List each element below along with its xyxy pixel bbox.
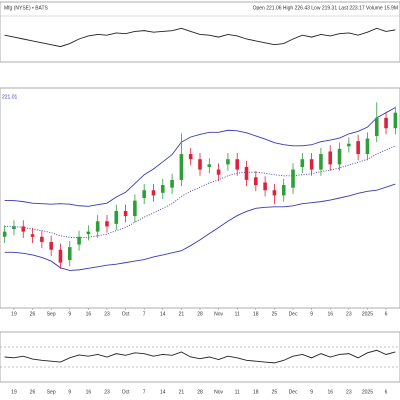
candle-body: [40, 236, 44, 242]
x-tick-label: Sep: [47, 389, 56, 395]
x-tick-label: Oct: [122, 389, 130, 395]
candle-body: [188, 154, 193, 160]
x-tick-label: 7: [143, 389, 146, 395]
x-tick-label: 2025: [362, 311, 373, 317]
candle-body: [263, 182, 267, 191]
candle-body: [300, 159, 305, 167]
x-tick-label: 16: [327, 389, 333, 395]
x-tick-label: 28: [197, 311, 203, 317]
candle-body: [114, 210, 119, 224]
x-tick-label: 7: [143, 311, 146, 317]
bottom-panel: [0, 331, 400, 383]
x-tick-label: 23: [346, 311, 352, 317]
x-tick-label: 9: [310, 389, 313, 395]
x-tick-label: 23: [346, 389, 352, 395]
candle-body: [216, 169, 221, 175]
candle-body: [356, 141, 360, 155]
x-tick-label: 23: [104, 311, 110, 317]
x-tick-label: Nov: [214, 389, 223, 395]
x-tick-label: Oct: [122, 311, 130, 317]
candle-body: [347, 143, 351, 147]
candle-body: [374, 117, 379, 136]
candle-body: [207, 164, 212, 167]
candle-body: [21, 226, 26, 232]
x-tick-label: 14: [160, 311, 166, 317]
price-label: 221.01: [2, 94, 18, 100]
candle-body: [151, 190, 156, 196]
candle-body: [86, 231, 91, 235]
candle-body: [198, 159, 202, 170]
candle-body: [244, 166, 249, 180]
x-tick-label: 21: [179, 311, 185, 317]
x-tick-label: 6: [385, 311, 388, 317]
candle-body: [133, 200, 137, 217]
x-tick-label: 14: [160, 389, 166, 395]
x-tick-label: 9: [310, 311, 313, 317]
candle-body: [384, 117, 388, 129]
x-tick-label: 25: [272, 311, 278, 317]
x-tick-label: Nov: [214, 311, 223, 317]
top-panel: [0, 1, 400, 63]
x-tick-label: 23: [104, 389, 110, 395]
candle-body: [170, 179, 174, 188]
candle-body: [254, 177, 258, 186]
x-tick-label: 9: [68, 389, 71, 395]
candle-body: [235, 159, 240, 170]
x-tick-label: 19: [11, 311, 17, 317]
x-tick-label: 16: [86, 311, 92, 317]
candle-body: [2, 231, 7, 237]
candle-body: [291, 169, 295, 188]
candle-body: [226, 159, 230, 165]
candle-body: [319, 154, 323, 170]
price-header: Open 221.06 High 226.43 Low 219.31 Last …: [253, 5, 398, 11]
candle-body: [309, 159, 314, 170]
x-tick-label: 16: [327, 311, 333, 317]
x-tick-label: 9: [68, 311, 71, 317]
candle-body: [105, 221, 109, 227]
candle-body: [281, 185, 286, 196]
x-tick-label: Sep: [47, 311, 56, 317]
x-tick-label: 11: [235, 311, 240, 317]
symbol: Mfg (NYSE) • BATS: [4, 5, 49, 11]
candle-body: [365, 138, 370, 155]
x-tick-label: Dec: [289, 311, 298, 317]
candle-body: [12, 226, 16, 230]
x-tick-label: 18: [253, 389, 259, 395]
candle-body: [179, 154, 184, 180]
candle-body: [160, 185, 165, 193]
x-tick-label: 28: [197, 389, 203, 395]
x-tick-label: 16: [86, 389, 92, 395]
candle-body: [142, 190, 146, 198]
candle-body: [49, 241, 53, 250]
x-tick-label: 19: [11, 389, 17, 395]
candle-body: [328, 151, 333, 165]
x-tick-label: 25: [272, 389, 278, 395]
indicator-line: [4, 107, 396, 207]
x-tick-label: 26: [30, 311, 36, 317]
candle-body: [337, 148, 342, 165]
indicator-line: [4, 183, 396, 271]
indicator-line: [4, 145, 396, 239]
x-tick-label: 2025: [362, 389, 373, 395]
x-tick-label: 6: [385, 389, 388, 395]
candle-body: [77, 236, 81, 245]
candle-body: [67, 247, 72, 261]
x-tick-label: 18: [253, 311, 259, 317]
candle-body: [30, 234, 35, 237]
candle-body: [95, 221, 100, 232]
candle-body: [393, 112, 398, 129]
candle-body: [123, 210, 128, 217]
x-tick-label: 21: [179, 389, 185, 395]
indicator-line: [4, 349, 396, 364]
indicator-line: [4, 27, 396, 48]
candle-body: [58, 249, 63, 263]
candle-body: [272, 190, 277, 196]
x-tick-label: 26: [30, 389, 36, 395]
x-tick-label: 11: [235, 389, 240, 395]
x-tick-label: Dec: [289, 389, 298, 395]
